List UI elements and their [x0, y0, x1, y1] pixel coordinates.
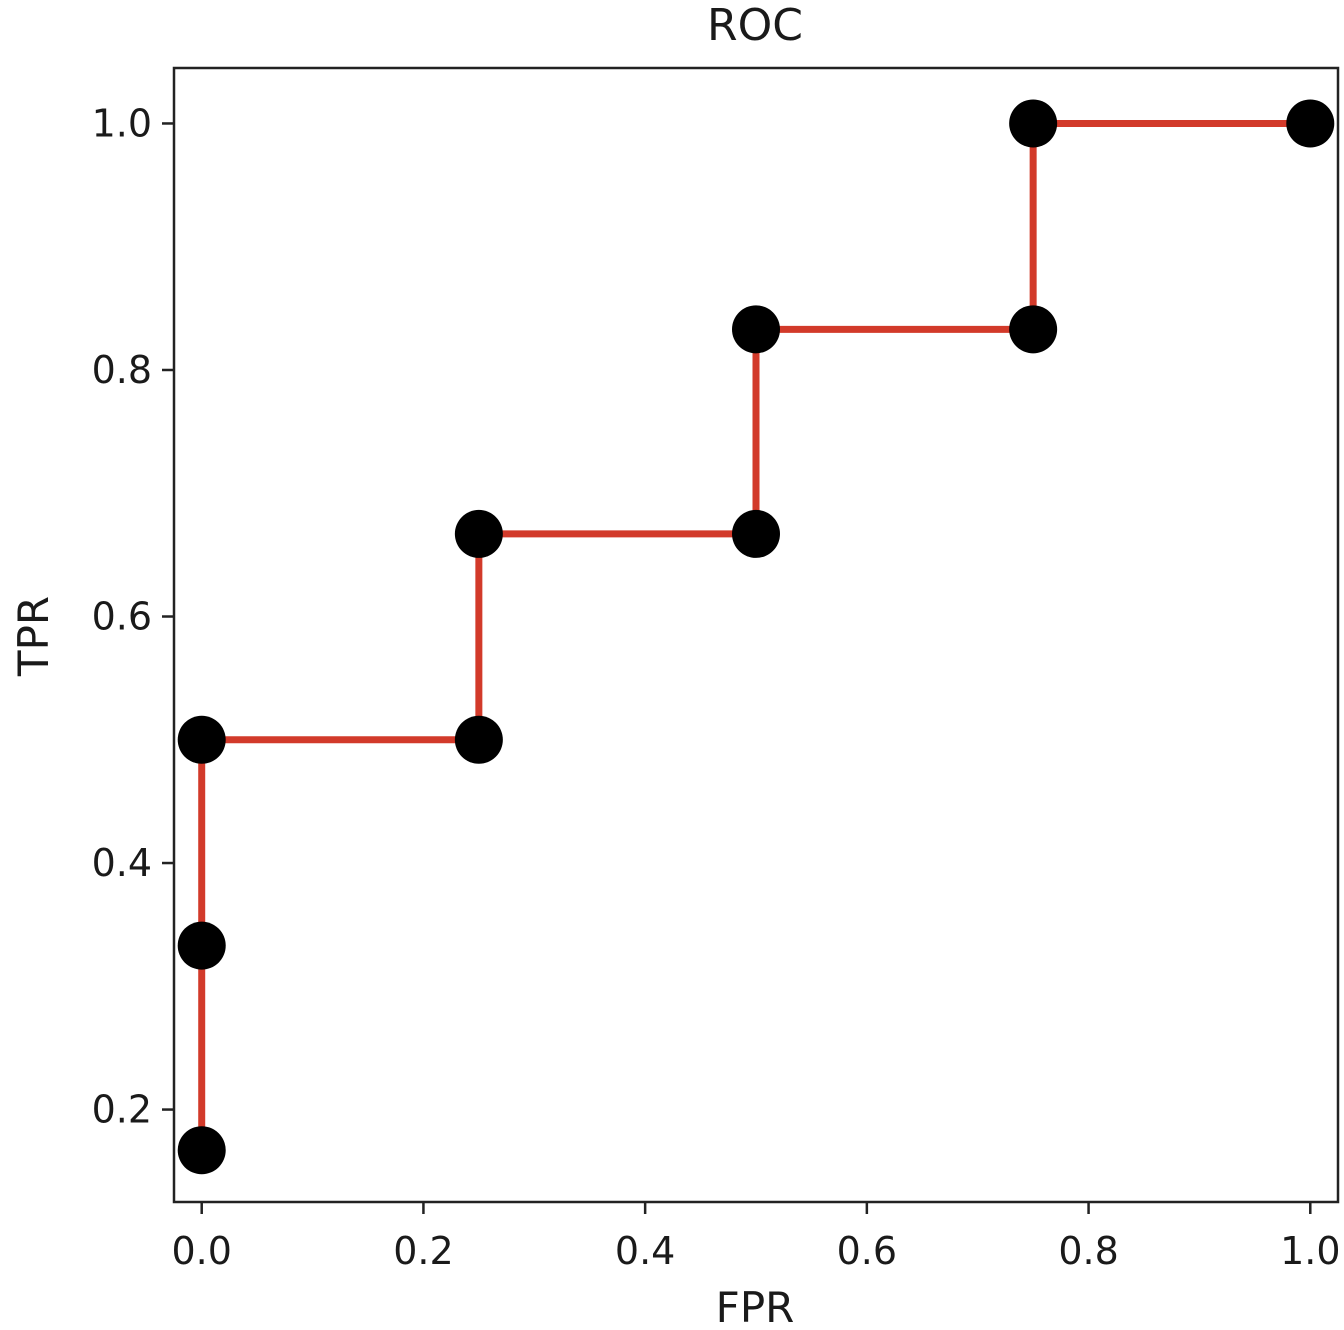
y-tick-label: 0.8: [92, 348, 152, 392]
plot-frame: [172, 66, 1340, 1204]
roc-point-marker: [732, 509, 780, 558]
x-tick-label: 0.4: [615, 1229, 675, 1273]
x-axis: 0.0 0.2 0.4 0.6 0.8 1.0: [171, 1202, 1341, 1273]
roc-point-marker: [177, 1126, 226, 1175]
series-layer: [177, 99, 1335, 1175]
y-axis-title: TPR: [9, 596, 58, 677]
x-tick-label: 1.0: [1280, 1229, 1340, 1273]
x-tick-label: 0.0: [171, 1229, 231, 1273]
y-tick-label: 0.2: [92, 1088, 152, 1132]
y-tick-label: 0.4: [92, 841, 152, 885]
x-tick-label: 0.8: [1058, 1229, 1118, 1273]
x-tick-label: 0.6: [837, 1229, 897, 1273]
y-tick-label: 0.6: [92, 595, 152, 639]
y-axis: 0.2 0.4 0.6 0.8 1.0: [92, 101, 174, 1132]
roc-point-marker: [177, 921, 226, 970]
roc-point-marker: [454, 509, 503, 558]
roc-point-marker: [1286, 99, 1335, 148]
chart-title: ROC: [707, 0, 803, 51]
y-tick-label: 1.0: [92, 101, 152, 145]
roc-point-marker: [177, 715, 226, 764]
x-axis-title: FPR: [716, 1283, 795, 1330]
roc-curve-line: [198, 119, 1311, 1151]
roc-point-marker: [1009, 99, 1058, 148]
roc-point-marker: [1009, 305, 1058, 354]
roc-point-marker: [732, 305, 780, 354]
x-tick-label: 0.2: [393, 1229, 453, 1273]
roc-point-marker: [454, 715, 503, 764]
